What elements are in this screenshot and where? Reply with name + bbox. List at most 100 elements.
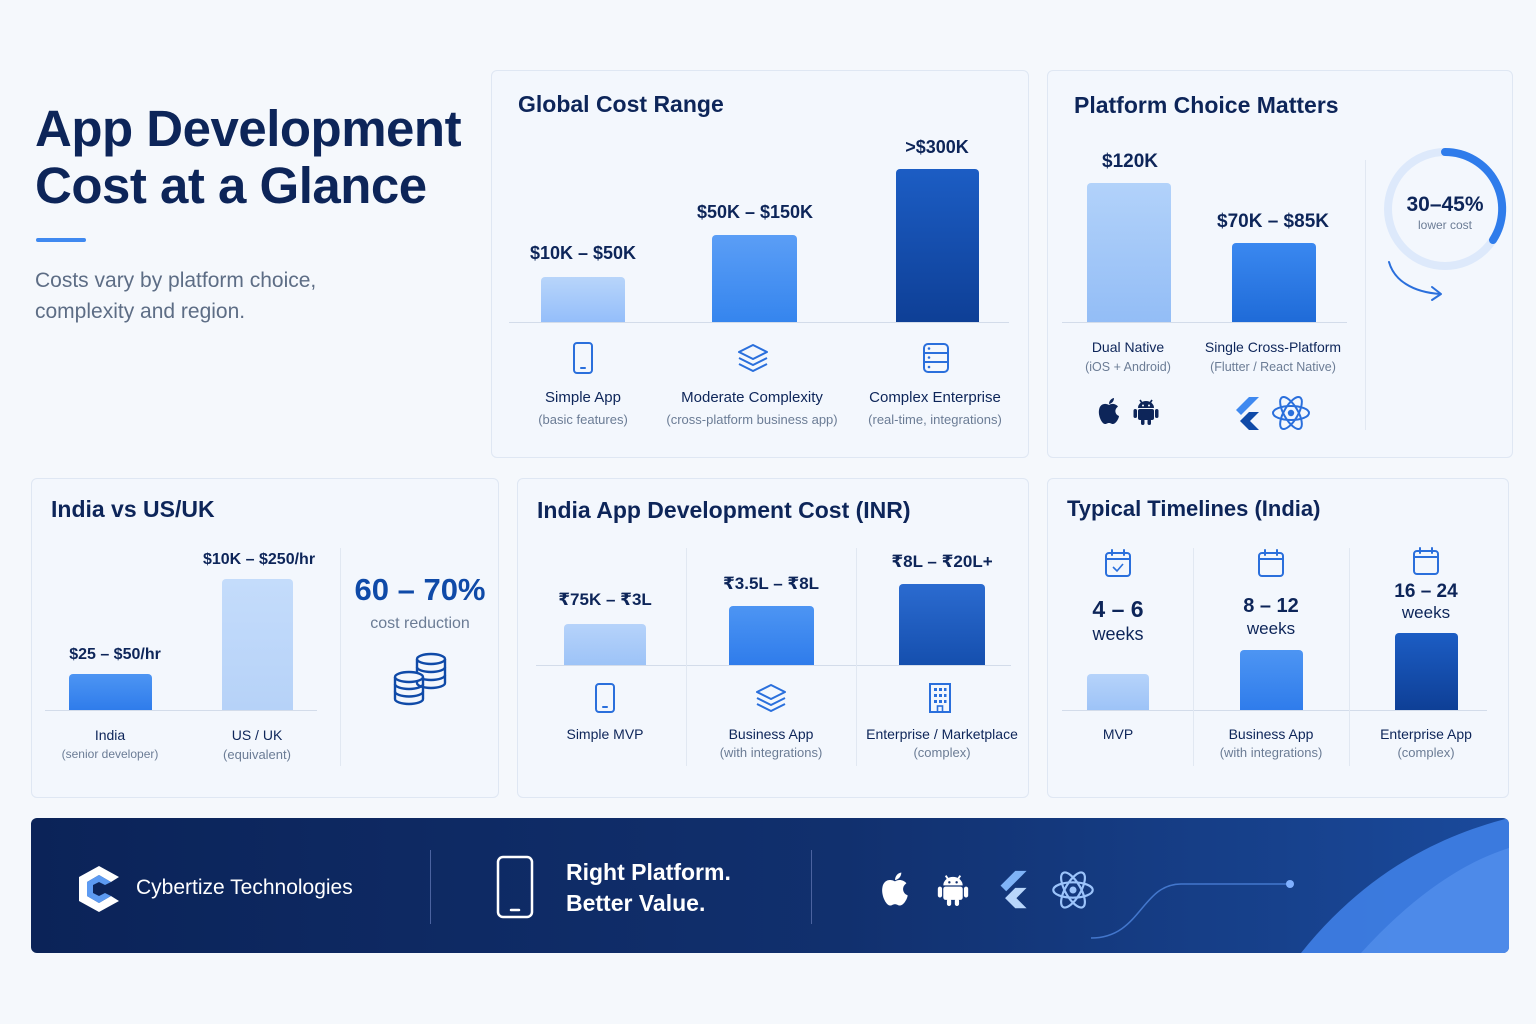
inr-divider-1	[686, 548, 687, 766]
global-cat-1: Simple App	[545, 389, 621, 406]
arrow-icon	[1388, 261, 1442, 301]
global-sub-1: (basic features)	[538, 412, 628, 427]
phone-icon	[595, 683, 615, 713]
tagline: Right Platform. Better Value.	[566, 857, 731, 919]
platform-divider	[1365, 160, 1366, 430]
timeline-unit-1: weeks	[1092, 624, 1144, 644]
footer-divider-2	[811, 850, 812, 924]
timeline-value-3: 16 – 24	[1394, 581, 1458, 602]
platform-cat-2: Single Cross-Platform	[1204, 339, 1342, 355]
region-sub-2: (equivalent)	[223, 747, 291, 762]
inr-sub-2: (with integrations)	[719, 745, 823, 760]
timeline-cat-2: Business App	[1228, 726, 1314, 742]
global-cat-3: Complex Enterprise	[869, 389, 1001, 406]
timeline-value-1: 4 – 6	[1092, 596, 1144, 622]
calendar-icon	[1258, 549, 1284, 577]
inr-divider-2	[856, 548, 857, 766]
region-baseline	[45, 710, 317, 711]
global-sub-2: (cross-platform business app)	[666, 412, 838, 427]
platform-bar-label-2: $70K – $85K	[1217, 211, 1329, 232]
page-subtitle: Costs vary by platform choice, complexit…	[35, 265, 316, 327]
flutter-icon	[1236, 397, 1259, 430]
savings-ring	[1384, 147, 1507, 270]
timeline-value-2: 8 – 12	[1243, 595, 1299, 617]
apple-icon	[1098, 398, 1119, 424]
inr-title: India App Development Cost (INR)	[537, 497, 911, 523]
apple-icon	[882, 872, 908, 906]
reduction-value: 60 – 70%	[354, 572, 486, 607]
region-bar-label-2: $10K – $250/hr	[202, 551, 316, 568]
timeline-bar-1	[1087, 674, 1149, 710]
inr-cat-1: Simple MVP	[566, 726, 644, 742]
platform-bar-label-1: $120K	[1102, 151, 1158, 172]
android-icon	[1133, 399, 1159, 425]
flutter-icon	[1000, 870, 1027, 909]
ring-label: lower cost	[1417, 218, 1473, 232]
react-icon	[1052, 871, 1094, 909]
global-bar-3	[896, 169, 979, 322]
global-bar-label-3: >$300K	[905, 137, 969, 157]
timeline-divider-2	[1349, 548, 1350, 766]
timeline-divider-1	[1193, 548, 1194, 766]
global-cost-baseline	[509, 322, 1009, 323]
calendar-icon	[1413, 547, 1439, 575]
building-icon	[929, 683, 951, 713]
timeline-unit-2: weeks	[1246, 619, 1296, 638]
tagline-line2: Better Value.	[566, 890, 706, 916]
platform-baseline	[1062, 322, 1347, 323]
timeline-baseline	[1062, 710, 1487, 711]
region-sub-1: (senior developer)	[61, 747, 159, 761]
coins-icon	[393, 652, 447, 706]
platform-bar-1	[1087, 183, 1171, 322]
layers-icon	[756, 684, 786, 712]
platform-title: Platform Choice Matters	[1074, 92, 1339, 118]
reduction-label: cost reduction	[370, 615, 470, 632]
region-divider	[340, 548, 341, 766]
global-cat-2: Moderate Complexity	[681, 389, 823, 406]
timeline-cat-1: MVP	[1102, 726, 1134, 742]
tagline-line1: Right Platform.	[566, 859, 731, 885]
phone-icon	[573, 342, 593, 374]
global-bar-label-1: $10K – $50K	[529, 243, 637, 263]
calendar-icon	[1105, 549, 1131, 577]
region-bar-1	[69, 674, 152, 710]
platform-cat-1: Dual Native	[1091, 339, 1165, 355]
inr-sub-3: (complex)	[913, 745, 971, 760]
timeline-cat-3: Enterprise App	[1380, 726, 1472, 742]
server-icon	[923, 343, 949, 373]
inr-bar-2	[729, 606, 814, 665]
inr-bar-3	[899, 584, 985, 665]
timeline-sub-2: (with integrations)	[1219, 745, 1323, 760]
company-name: Cybertize Technologies	[136, 876, 353, 899]
timeline-unit-3: weeks	[1401, 603, 1451, 622]
layers-icon	[738, 344, 768, 372]
region-bar-label-1: $25 – $50/hr	[69, 646, 161, 663]
page-subtitle-line1: Costs vary by platform choice,	[35, 269, 317, 292]
title-accent-line	[36, 238, 86, 242]
global-cost-title: Global Cost Range	[518, 91, 724, 117]
inr-bar-label-1: ₹75K – ₹3L	[558, 590, 652, 609]
platform-bar-2	[1232, 243, 1316, 322]
region-bar-2	[222, 579, 293, 710]
inr-cat-3: Enterprise / Marketplace	[866, 726, 1018, 742]
inr-bar-1	[564, 624, 646, 665]
global-bar-2	[712, 235, 797, 322]
region-cat-1: India	[94, 727, 126, 743]
platform-sub-2: (Flutter / React Native)	[1210, 360, 1336, 374]
inr-bar-label-3: ₹8L – ₹20L+	[891, 552, 993, 571]
platform-sub-1: (iOS + Android)	[1085, 360, 1171, 374]
timeline-bar-3	[1395, 633, 1458, 710]
global-sub-3: (real-time, integrations)	[868, 412, 1002, 427]
footer-divider-1	[430, 850, 431, 924]
global-bar-1	[541, 277, 625, 322]
timeline-sub-3: (complex)	[1397, 745, 1455, 760]
global-bar-label-2: $50K – $150K	[696, 202, 814, 222]
inr-cat-2: Business App	[728, 726, 814, 742]
inr-bar-label-2: ₹3.5L – ₹8L	[722, 574, 820, 593]
page-title-line2: Cost at a Glance	[35, 157, 427, 214]
page-title: App Development Cost at a Glance	[35, 100, 462, 214]
company-logo	[79, 866, 119, 912]
region-title: India vs US/UK	[51, 496, 215, 522]
ring-value: 30–45%	[1406, 193, 1484, 216]
phone-icon	[496, 855, 534, 919]
